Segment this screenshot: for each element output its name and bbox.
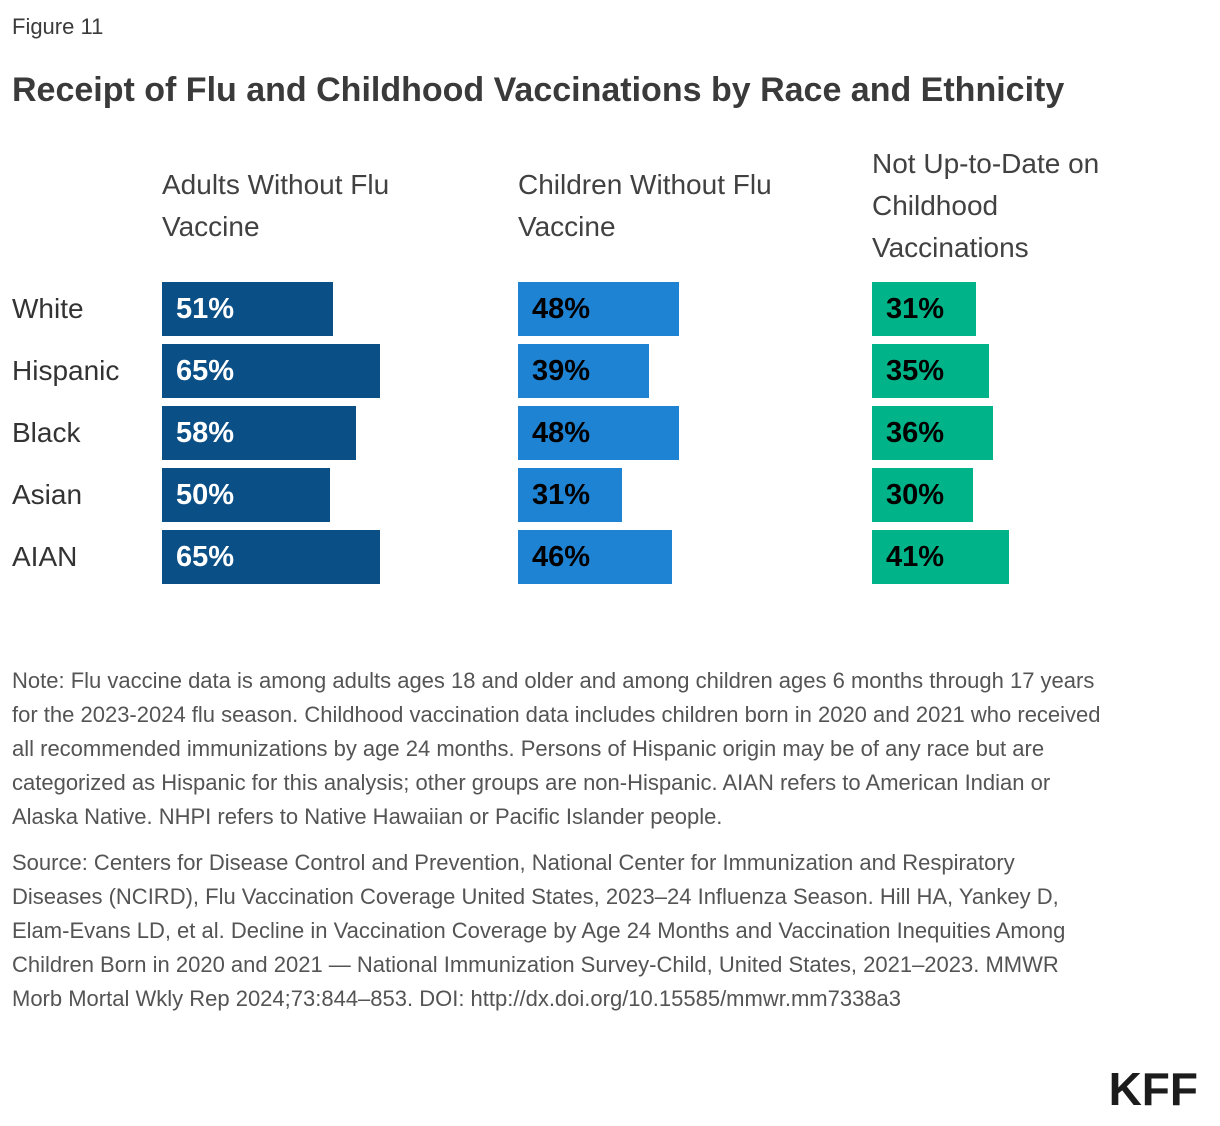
row-label: Black <box>12 417 81 449</box>
bar-cell: 31% <box>518 468 872 523</box>
row-label: AIAN <box>12 541 78 573</box>
bar: 31% <box>872 282 976 337</box>
bar-value-label: 48% <box>532 292 591 325</box>
bar-value-label: 31% <box>532 478 591 511</box>
bar-cell: 50% <box>162 468 518 523</box>
bar: 30% <box>872 468 973 523</box>
bar: 36% <box>872 406 993 461</box>
bar: 39% <box>518 344 649 399</box>
chart-row-aian: AIAN 65% 46% 41% <box>12 530 1208 585</box>
bar-cell: 46% <box>518 530 872 585</box>
column-header-not-up-to-date-childhood-vaccinations: Not Up-to-Date on Childhood Vaccinations <box>872 148 1100 264</box>
chart-title: Receipt of Flu and Childhood Vaccination… <box>12 71 1065 110</box>
bar: 41% <box>872 530 1009 585</box>
bar-value-label: 65% <box>176 540 235 573</box>
bar: 31% <box>518 468 622 523</box>
chart-row-hispanic: Hispanic 65% 39% 35% <box>12 344 1208 399</box>
bar: 48% <box>518 406 679 461</box>
row-label: Asian <box>12 479 83 511</box>
bar-cell: 58% <box>162 406 518 461</box>
bar: 65% <box>162 530 380 585</box>
bar: 50% <box>162 468 330 523</box>
bar-value-label: 36% <box>886 416 945 449</box>
kff-logo: KFF <box>1108 1063 1198 1115</box>
row-label: Hispanic <box>12 355 120 387</box>
column-header-adults-without-flu-vaccine: Adults Without Flu Vaccine <box>162 169 390 243</box>
bar-cell: 48% <box>518 406 872 461</box>
bar-value-label: 50% <box>176 478 235 511</box>
bar-value-label: 30% <box>886 478 945 511</box>
bar-value-label: 46% <box>532 540 591 573</box>
bar: 58% <box>162 406 356 461</box>
bar-value-label: 39% <box>532 354 591 387</box>
bar-cell: 30% <box>872 468 1208 523</box>
bar-cell: 48% <box>518 282 872 337</box>
bar-value-label: 31% <box>886 292 945 325</box>
bar: 65% <box>162 344 380 399</box>
bar-value-label: 58% <box>176 416 235 449</box>
column-header-children-without-flu-vaccine: Children Without Flu Vaccine <box>518 169 772 243</box>
bar-value-label: 51% <box>176 292 235 325</box>
bar: 46% <box>518 530 672 585</box>
bar-cell: 36% <box>872 406 1208 461</box>
bar-value-label: 48% <box>532 416 591 449</box>
bar-cell: 35% <box>872 344 1208 399</box>
bar-value-label: 35% <box>886 354 945 387</box>
chart-rows: White 51% 48% 31% Hispanic 65% 39% 35% Black 58% 4… <box>12 282 1208 585</box>
note-text: Note: Flu vaccine data is among adults a… <box>12 668 1101 830</box>
row-label: White <box>12 293 84 325</box>
figure-label: Figure 11 <box>12 14 104 39</box>
bar: 51% <box>162 282 333 337</box>
source-text: Source: Centers for Disease Control and … <box>12 850 1066 1012</box>
bar: 35% <box>872 344 989 399</box>
bar: 48% <box>518 282 679 337</box>
bar-value-label: 41% <box>886 540 945 573</box>
bar-value-label: 65% <box>176 354 235 387</box>
bar-cell: 51% <box>162 282 518 337</box>
column-headers: Adults Without Flu Vaccine Children With… <box>12 142 1208 270</box>
bar-cell: 65% <box>162 530 518 585</box>
chart-row-asian: Asian 50% 31% 30% <box>12 468 1208 523</box>
bar-chart: Adults Without Flu Vaccine Children With… <box>12 142 1208 585</box>
bar-cell: 41% <box>872 530 1208 585</box>
bar-cell: 65% <box>162 344 518 399</box>
bar-cell: 39% <box>518 344 872 399</box>
chart-row-white: White 51% 48% 31% <box>12 282 1208 337</box>
bar-cell: 31% <box>872 282 1208 337</box>
chart-row-black: Black 58% 48% 36% <box>12 406 1208 461</box>
